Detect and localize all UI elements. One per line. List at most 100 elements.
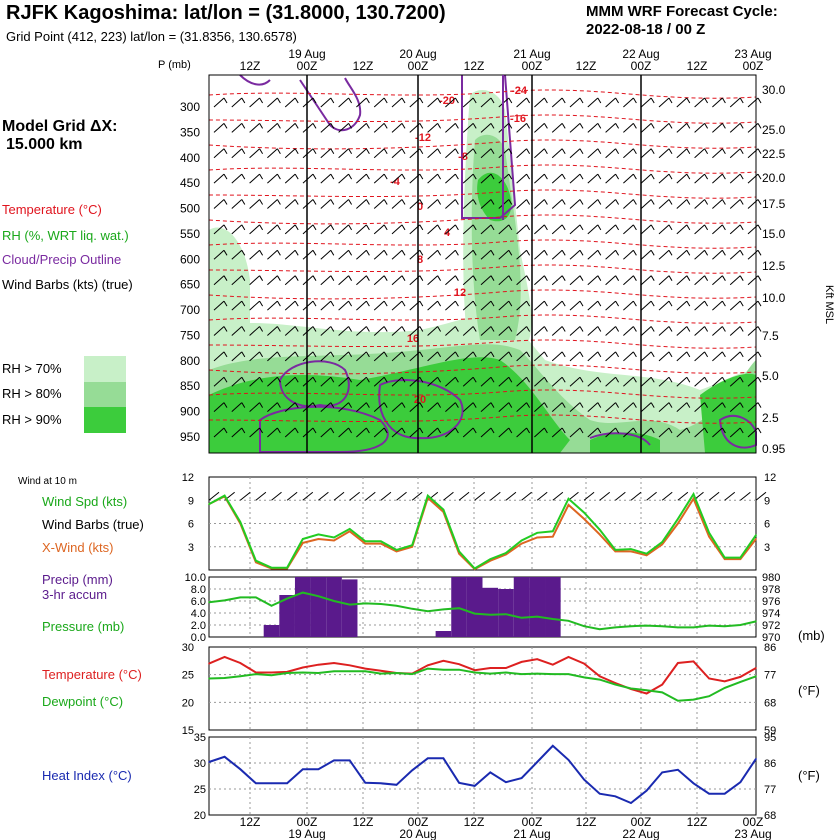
wind-barb-staff — [373, 123, 385, 133]
wind-barb — [231, 275, 246, 286]
wind-barb-staff — [729, 148, 741, 159]
series-pressure-point — [317, 595, 320, 597]
height-tick-label: 20.0 — [762, 171, 786, 185]
wind-barb-flag — [490, 326, 495, 332]
wind-barb — [516, 199, 531, 209]
wind-barb-flag — [739, 275, 744, 281]
wind-barb — [462, 199, 477, 209]
wind-barb — [694, 123, 709, 133]
series-dewpoint-point — [598, 678, 601, 681]
wind-barb — [712, 351, 726, 362]
wind-barb-staff — [623, 148, 634, 159]
wind-barb — [676, 427, 691, 438]
wind-barb — [445, 224, 459, 235]
wind-barb-flag — [437, 275, 442, 281]
bottom-day-label: 20 Aug — [399, 827, 436, 840]
wind-barb-staff — [712, 376, 723, 387]
wind-barb-staff — [551, 97, 563, 108]
wind-barb-flag — [650, 250, 655, 256]
series-pressure — [208, 591, 757, 631]
series-x-wind-point — [536, 536, 538, 539]
wind-barb-staff — [516, 326, 527, 336]
wind-barb-staff — [213, 376, 225, 387]
sfc-wind-barb — [677, 491, 689, 501]
wind-barb — [409, 148, 424, 159]
wind-barb-staff — [320, 326, 332, 336]
wind-barb — [747, 351, 762, 362]
wind-barb-staff — [302, 326, 314, 336]
wind-barb-staff — [658, 123, 670, 133]
hi-tick-right: 95 — [764, 732, 776, 744]
wind-barb — [605, 351, 620, 362]
series-temperature-point — [270, 671, 273, 674]
wind-barb — [658, 199, 673, 209]
wind-barb-flag — [668, 300, 673, 307]
wind-barb-flag — [739, 402, 744, 408]
wind-barb — [302, 275, 317, 286]
wind-barb-staff — [249, 199, 260, 209]
isotherm-11 — [208, 364, 757, 375]
cloud-outline-0 — [299, 77, 362, 132]
isotherm-label: 16 — [407, 333, 419, 345]
wind-barb-staff — [284, 123, 296, 133]
wind-barb-flag — [490, 148, 495, 155]
wind-barb — [747, 173, 762, 184]
wind-barb-flag — [615, 123, 620, 129]
wind-barb — [391, 97, 406, 108]
wind-barb-flag — [597, 402, 602, 408]
wind-barb-flag — [632, 351, 637, 358]
wind-barb-staff — [427, 249, 438, 260]
series-dewpoint-point — [677, 699, 679, 702]
wind-barb — [587, 224, 602, 235]
wind-barb-flag — [615, 326, 620, 332]
series-pressure-point — [395, 605, 398, 607]
wind-barb-flag — [330, 148, 335, 155]
wind-barb-flag — [330, 402, 335, 408]
wind-barb-flag — [632, 427, 637, 434]
wind-barb — [587, 275, 602, 286]
wind-barb-flag — [579, 224, 584, 231]
wind-barb — [267, 173, 281, 184]
pressure-tick-label: 350 — [180, 125, 200, 139]
wind-barb-flag — [437, 326, 442, 332]
wind-barb-flag — [348, 326, 353, 332]
wind-barb — [480, 376, 495, 387]
wind-barb-flag — [259, 97, 264, 104]
wind-barb — [249, 123, 264, 133]
wind-barb-staff — [712, 97, 723, 108]
wind-barb — [427, 275, 442, 286]
series-temperature-point — [380, 669, 382, 672]
wind-barb-flag — [686, 351, 691, 358]
wind-barb — [213, 300, 228, 311]
wind-barb-staff — [213, 199, 225, 209]
wind-barb-flag — [704, 148, 709, 155]
wind-barb-staff — [694, 326, 705, 336]
wind-barb-staff — [213, 402, 225, 412]
bottom-hour-label: 12Z — [687, 815, 708, 829]
isotherm-label: 0 — [417, 201, 423, 213]
wind-barb-flag — [508, 224, 513, 231]
wind-barb-flag — [401, 123, 406, 129]
series-wind-point — [411, 544, 413, 546]
temp-tick-left: 15 — [182, 725, 194, 737]
wind-barb-flag — [401, 173, 406, 180]
wind-barb-flag — [437, 376, 442, 383]
wind-barb-flag — [241, 250, 246, 256]
wind-barb-flag — [668, 123, 673, 129]
wind-barb-staff — [640, 326, 652, 336]
wind-barb-staff — [551, 376, 563, 387]
forecast-cycle-value: 2022-08-18 / 00 Z — [586, 21, 706, 38]
wind-barb-flag — [454, 376, 459, 383]
wind-barb-flag — [686, 224, 691, 231]
wind-barb-staff — [640, 275, 652, 286]
wind-barb — [267, 402, 281, 412]
wind-barb-staff — [249, 275, 260, 286]
series-x-wind-point — [723, 558, 726, 560]
wind-barb-staff — [551, 427, 563, 438]
wind-barb-flag — [739, 173, 744, 180]
wind-barb — [534, 427, 548, 438]
top-hour-label: 12Z — [353, 59, 374, 73]
temp-tick-left: 30 — [182, 642, 194, 654]
series-temperature-point — [614, 682, 617, 684]
wind-barb-flag — [454, 199, 459, 205]
